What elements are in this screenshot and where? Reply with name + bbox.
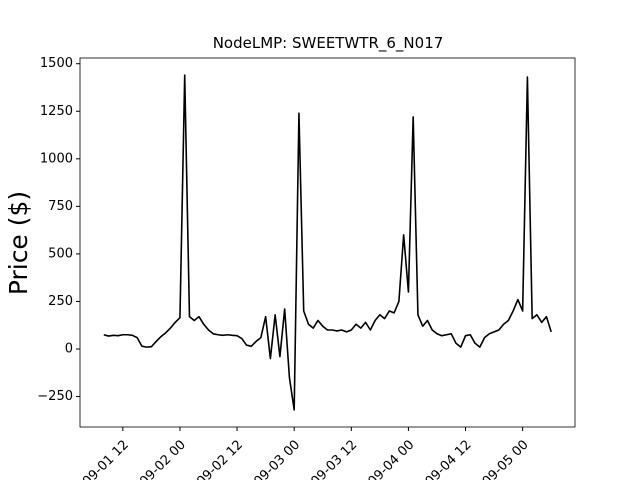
x-tick-label: 09-03 00 <box>251 437 303 480</box>
y-axis-label: Price ($) <box>4 191 33 295</box>
y-tick-label: 250 <box>48 294 73 309</box>
y-tick-label: 500 <box>48 246 73 261</box>
plot-frame <box>79 57 576 428</box>
x-tick-label: 09-04 00 <box>366 437 418 480</box>
x-tick-label: 09-02 00 <box>137 437 189 480</box>
y-tick-label: 750 <box>48 199 73 214</box>
y-tick-label: 1500 <box>40 56 73 71</box>
chart-title: NodeLMP: SWEETWTR_6_N017 <box>213 34 444 53</box>
x-tick-label: 09-04 12 <box>423 437 475 480</box>
x-tick-label: 09-01 12 <box>80 437 132 480</box>
y-tick-label: 1000 <box>40 151 73 166</box>
x-tick-label: 09-03 12 <box>308 437 360 480</box>
x-tick-label: 09-05 00 <box>480 437 532 480</box>
price-line <box>103 74 552 411</box>
x-tick-label: 09-02 12 <box>194 437 246 480</box>
y-tick-label: 0 <box>65 342 73 357</box>
y-tick-label: −250 <box>37 389 73 404</box>
y-tick-label: 1250 <box>40 104 73 119</box>
